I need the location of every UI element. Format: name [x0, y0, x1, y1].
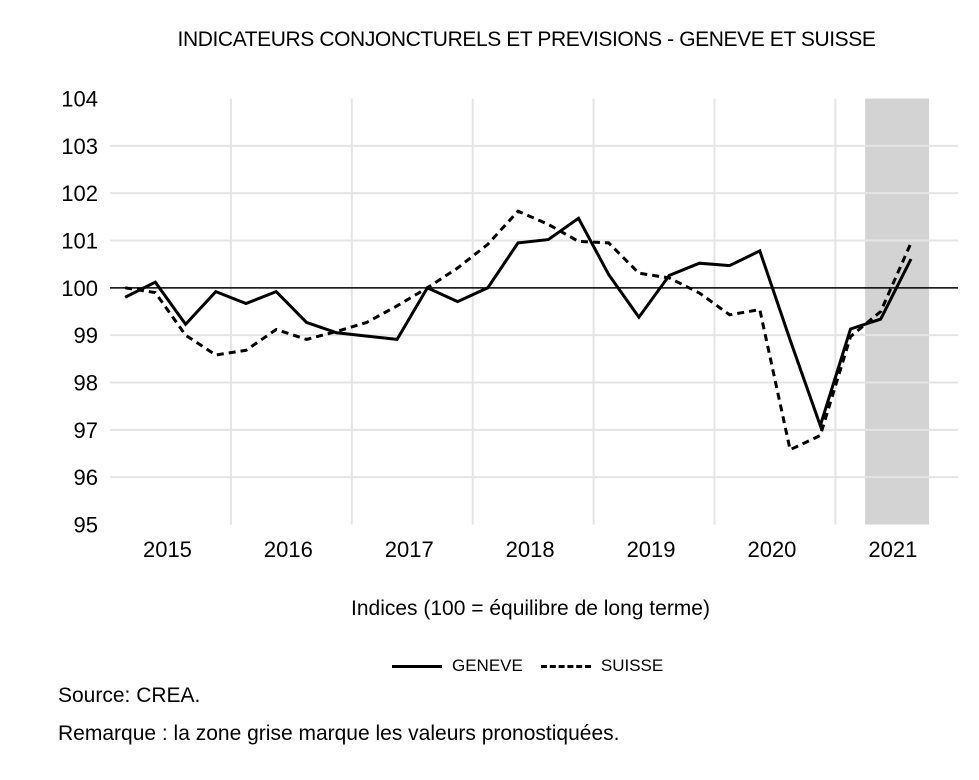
x-tick-label: 2020: [747, 537, 796, 562]
legend-label-geneve: GENEVE: [452, 656, 523, 675]
series-line-suisse: [124, 209, 913, 452]
x-tick-label: 2019: [627, 537, 676, 562]
y-tick-label: 103: [61, 134, 98, 159]
x-axis-label: Indices (100 = équilibre de long terme): [351, 597, 710, 620]
y-tick-label: 101: [61, 229, 98, 254]
y-tick-label: 96: [74, 465, 98, 490]
y-tick-label: 98: [74, 371, 98, 396]
x-tick-label: 2015: [143, 537, 192, 562]
legend-swatch-solid: [392, 664, 442, 668]
y-tick-label: 97: [74, 418, 98, 443]
line-chart: 104 103 102 101 100 99 98 97 96 95 2015 2016 2017 20…: [61, 87, 958, 562]
y-tick-label: 95: [74, 513, 98, 538]
legend: GENEVE SUISSE: [392, 656, 681, 676]
legend-item-suisse: SUISSE: [540, 656, 664, 676]
y-tick-label: 102: [61, 181, 98, 206]
x-tick-label: 2017: [385, 537, 434, 562]
source-note: Source: CREA.: [58, 684, 201, 707]
forecast-zone: [865, 98, 930, 525]
y-tick-label: 104: [61, 87, 98, 112]
legend-label-suisse: SUISSE: [600, 656, 664, 675]
x-tick-label: 2016: [264, 537, 313, 562]
series-line-geneve: [124, 216, 913, 431]
legend-item-geneve: GENEVE: [392, 656, 523, 676]
chart-title: INDICATEURS CONJONCTURELS ET PREVISIONS …: [177, 28, 876, 51]
legend-swatch-dashed: [540, 664, 591, 668]
x-tick-label: 2021: [868, 537, 917, 562]
x-tick-label: 2018: [506, 537, 555, 562]
remark-note: Remarque : la zone grise marque les vale…: [58, 722, 620, 745]
y-tick-label: 99: [74, 323, 98, 348]
y-tick-label: 100: [61, 276, 98, 301]
